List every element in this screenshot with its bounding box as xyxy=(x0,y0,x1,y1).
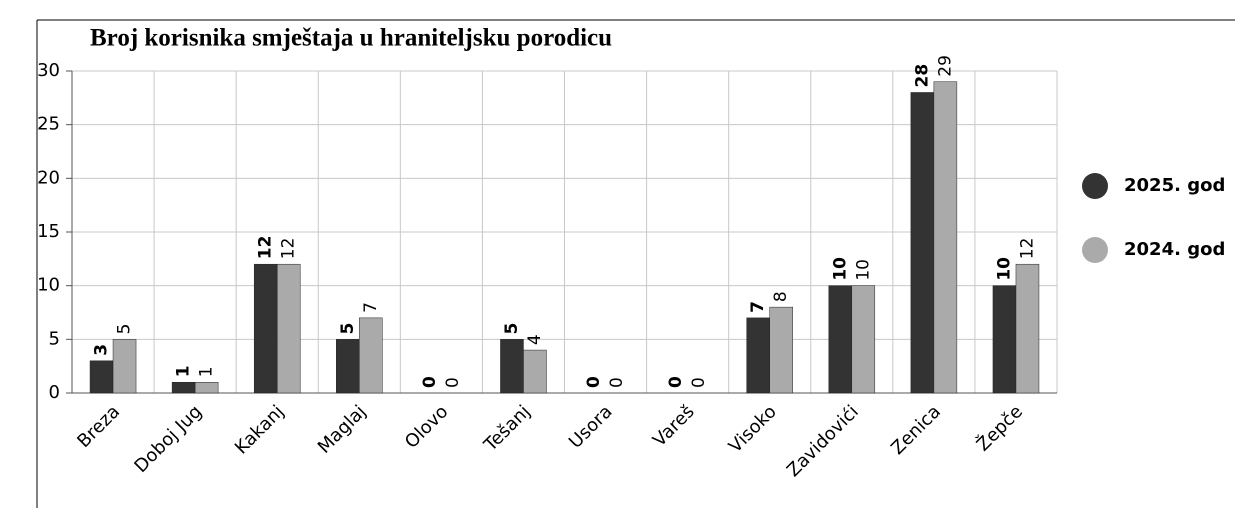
data-label: 28 xyxy=(912,64,932,88)
data-label: 0 xyxy=(607,377,627,388)
data-label: 10 xyxy=(853,259,873,281)
data-label: 8 xyxy=(771,291,791,302)
data-label: 12 xyxy=(279,238,299,260)
legend-marker xyxy=(1082,237,1108,263)
data-label: 4 xyxy=(525,334,545,345)
data-label: 5 xyxy=(338,322,358,334)
x-tick-label: Tešanj xyxy=(479,401,534,456)
bar xyxy=(359,317,383,394)
data-label: 5 xyxy=(502,322,522,334)
x-tick-label: Usora xyxy=(565,401,617,453)
bar xyxy=(500,339,524,394)
bar xyxy=(769,306,793,394)
data-label: 12 xyxy=(256,236,276,260)
y-tick-label: 0 xyxy=(49,382,60,403)
data-label: 3 xyxy=(92,344,112,356)
data-label: 0 xyxy=(443,377,463,388)
x-tick-label: Kakanj xyxy=(231,401,288,458)
data-label: 5 xyxy=(115,324,135,335)
bar xyxy=(276,263,301,394)
bar xyxy=(523,349,547,394)
data-label: 10 xyxy=(830,257,850,281)
bar xyxy=(933,81,958,394)
bar xyxy=(828,285,853,394)
data-label: 1 xyxy=(174,365,194,377)
x-tick-label: Zenica xyxy=(887,401,945,459)
bar xyxy=(851,285,876,394)
x-tick-label: Breza xyxy=(73,401,124,452)
bar xyxy=(253,263,278,394)
y-tick-label: 30 xyxy=(37,60,60,81)
y-tick-label: 10 xyxy=(37,275,60,296)
bar xyxy=(336,339,360,394)
x-tick-label: Doboj Jug xyxy=(130,401,206,477)
x-tick-label: Žepče xyxy=(972,401,1027,456)
data-label: 7 xyxy=(361,302,381,313)
data-label: 12 xyxy=(1017,238,1037,260)
data-label: 10 xyxy=(994,257,1014,281)
data-label: 0 xyxy=(689,377,709,388)
x-tick-label: Olovo xyxy=(401,401,453,453)
legend-label: 2024. god xyxy=(1124,239,1225,260)
bar xyxy=(992,285,1017,394)
bar xyxy=(112,339,137,394)
data-label: 0 xyxy=(584,376,604,388)
bar xyxy=(89,360,114,394)
bar xyxy=(1015,263,1040,394)
x-tick-label: Zavidovići xyxy=(783,401,863,481)
y-tick-label: 15 xyxy=(37,221,60,242)
y-tick-label: 25 xyxy=(37,114,60,135)
x-tick-label: Vareš xyxy=(649,401,699,451)
data-label: 1 xyxy=(197,366,217,377)
bar xyxy=(910,92,935,394)
y-tick-label: 20 xyxy=(37,167,60,188)
y-tick-label: 5 xyxy=(49,328,60,349)
legend-marker xyxy=(1082,173,1108,199)
chart-title: Broj korisnika smještaja u hraniteljsku … xyxy=(90,25,612,52)
bar xyxy=(746,317,770,394)
bar xyxy=(194,382,219,394)
bar xyxy=(171,382,196,394)
x-tick-label: Visoko xyxy=(725,401,781,457)
legend-label: 2025. god xyxy=(1124,175,1225,196)
data-label: 7 xyxy=(748,301,768,313)
data-label: 0 xyxy=(420,376,440,388)
x-tick-label: Maglaj xyxy=(314,401,371,458)
data-label: 0 xyxy=(666,376,686,388)
data-label: 29 xyxy=(935,55,955,77)
